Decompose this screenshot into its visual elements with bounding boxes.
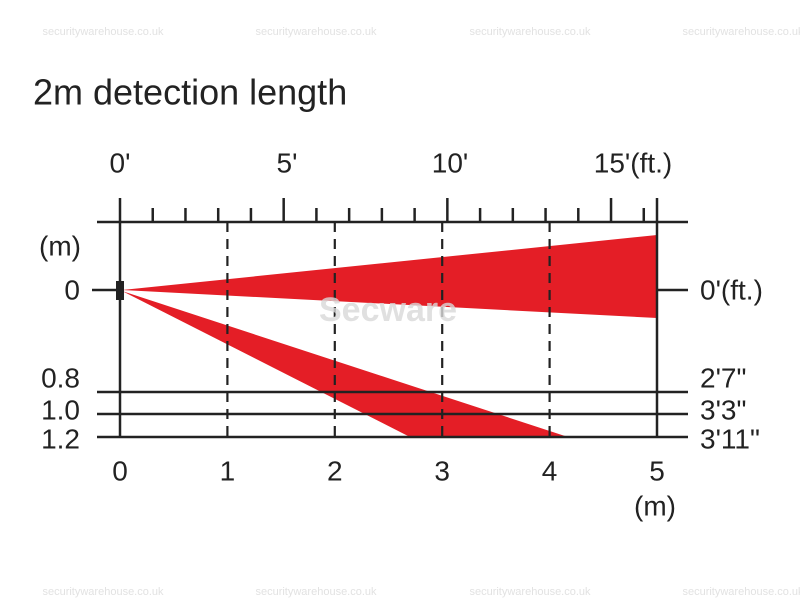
right-tick-label: 3'3": [700, 394, 746, 425]
bottom-tick-label: 3: [434, 455, 450, 486]
brand-watermark: Secware: [319, 291, 457, 329]
bottom-tick-label: 5: [649, 455, 665, 486]
left-unit: (m): [39, 230, 81, 261]
left-tick-label: 0: [64, 274, 80, 305]
site-watermark: securitywarehouse.co.uk: [682, 586, 800, 598]
site-watermark: securitywarehouse.co.uk: [255, 26, 377, 38]
upper-beam: [122, 235, 657, 318]
lower-beam: [122, 291, 568, 437]
bottom-tick-label: 4: [542, 455, 558, 486]
right-tick-label: 2'7": [700, 362, 746, 393]
top-tick-label: 10': [432, 147, 469, 178]
right-tick-label: 0'(ft.): [700, 274, 763, 305]
sensor: [116, 281, 124, 300]
watermarks: securitywarehouse.co.uk securitywarehouse…: [42, 26, 800, 598]
site-watermark: securitywarehouse.co.uk: [682, 26, 800, 38]
site-watermark: securitywarehouse.co.uk: [42, 26, 164, 38]
bottom-tick-label: 0: [112, 455, 128, 486]
top-tick-label: 5': [277, 147, 298, 178]
bottom-unit: (m): [634, 490, 676, 521]
bottom-tick-label: 1: [220, 455, 236, 486]
site-watermark: securitywarehouse.co.uk: [469, 586, 591, 598]
site-watermark: securitywarehouse.co.uk: [42, 586, 164, 598]
left-tick-label: 1.0: [41, 394, 80, 425]
site-watermark: securitywarehouse.co.uk: [255, 586, 377, 598]
right-tick-label: 3'11": [700, 423, 760, 454]
left-tick-label: 0.8: [41, 362, 80, 393]
bottom-tick-label: 2: [327, 455, 343, 486]
top-tick-label: 0': [110, 147, 131, 178]
top-tick-label: 15'(ft.): [594, 147, 672, 178]
site-watermark: securitywarehouse.co.uk: [469, 26, 591, 38]
left-tick-label: 1.2: [41, 423, 80, 454]
title: 2m detection length: [33, 72, 347, 113]
grid: [92, 198, 688, 439]
